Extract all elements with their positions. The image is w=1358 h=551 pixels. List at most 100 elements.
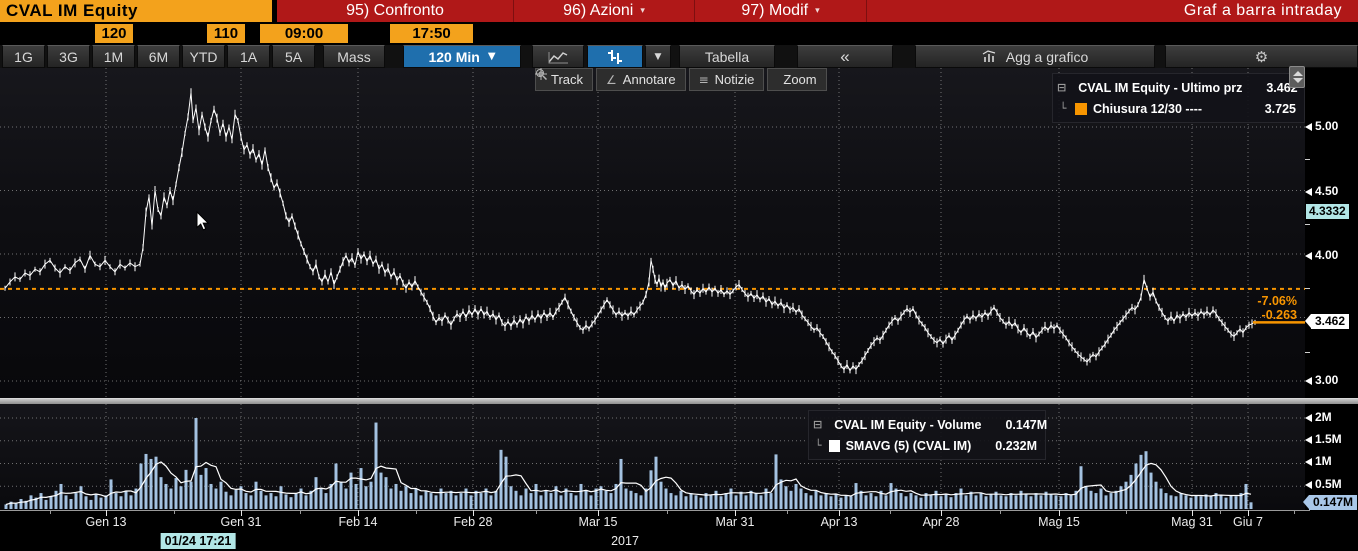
date-tick (1192, 510, 1193, 516)
price-axis-label: 5.00 (1315, 119, 1339, 133)
volume-axis-label: 1M (1315, 454, 1332, 468)
time-from-input[interactable]: 09:00 (260, 24, 348, 43)
tree-expander-icon[interactable]: ⊟ (813, 418, 823, 431)
menu-azioni[interactable]: 96) Azioni ▾ (514, 0, 695, 22)
legend-row-volume[interactable]: ⊟ CVAL IM Equity - Volume 0.147M (813, 417, 1048, 432)
price-chart (0, 68, 1305, 398)
panel-separator-handle[interactable] (0, 398, 1358, 404)
legend-row-last-price[interactable]: ⊟ CVAL IM Equity - Ultimo prz 3.462 (1057, 80, 1298, 95)
zoom-button[interactable]: Zoom (536, 68, 827, 91)
parameter-bar: Periodo 120 Intrv 110 09:00 - 17:50 Med … (0, 22, 1358, 65)
axis-scroll-widget[interactable] (1289, 66, 1305, 88)
date-tick (941, 510, 942, 516)
collapse-button[interactable]: « (797, 45, 893, 68)
date-label: Mar 31 (715, 515, 755, 529)
minor-tick (1305, 352, 1310, 353)
date-minor-tick (1126, 510, 1127, 514)
tab-mass[interactable]: Mass (323, 45, 385, 68)
date-minor-tick (300, 510, 301, 514)
date-tick (473, 510, 474, 516)
gear-icon: ⚙ (1254, 47, 1269, 66)
legend-row-close[interactable]: └ Chiusura 12/30 ---- 3.725 (1057, 98, 1296, 119)
tree-branch-icon: └ (1059, 102, 1067, 115)
axis-tick-arrow (1305, 458, 1312, 466)
security-ticker[interactable]: CVAL IM Equity (0, 0, 272, 22)
date-tick (598, 510, 599, 516)
date-label: Gen 13 (85, 515, 127, 529)
date-tick (106, 510, 107, 516)
net-change-label: -0.263 (1261, 308, 1297, 322)
price-axis-label: 4.00 (1315, 248, 1339, 262)
line-chart-button[interactable] (532, 45, 584, 68)
chevron-down-icon: ▾ (815, 6, 820, 16)
tab-5a[interactable]: 5A (272, 45, 315, 68)
menu-modif[interactable]: 97) Modif ▾ (695, 0, 867, 22)
chevron-down-icon: ▾ (640, 6, 645, 16)
tag-notch (1305, 314, 1311, 328)
volume-axis-label: 2M (1315, 410, 1332, 424)
floating-chart-toolbar: Track ∠ Annotare ≡ Notizie Zoom (535, 68, 827, 91)
track-button[interactable]: Track (535, 68, 594, 91)
date-tick (358, 510, 359, 516)
range-tab-group: 1G 3G 1M 6M YTD 1A 5A (2, 45, 315, 68)
chart-type-dropdown[interactable]: ▼ (645, 45, 671, 68)
ohlc-chart-button[interactable] (587, 45, 643, 68)
price-axis[interactable]: 5.00 4.50 4.00 3.00 4.3332 3.462 (1305, 68, 1358, 398)
price-axis-label: 3.00 (1315, 373, 1339, 387)
axis-tick-arrow (1305, 252, 1312, 260)
last-price-tag: 3.462 (1305, 314, 1350, 329)
date-minor-tick (1220, 510, 1221, 514)
date-axis[interactable]: Gen 13 Gen 31 Feb 14 Feb 28 Mar 15 Mar 31 Apr … (0, 510, 1358, 551)
date-label: Apr 28 (922, 515, 960, 529)
agg-a-grafico-button[interactable]: Agg a grafico (915, 45, 1155, 68)
annotare-button[interactable]: ∠ Annotare (596, 68, 686, 91)
annotate-angle-icon: ∠ (606, 72, 617, 87)
last-volume-tag: 0.147M (1303, 495, 1358, 510)
date-minor-tick (667, 510, 668, 514)
axis-tick-arrow (1305, 188, 1312, 196)
interval-dropdown[interactable]: 120 Min ▼ (403, 45, 521, 68)
tab-3g[interactable]: 3G (47, 45, 90, 68)
date-tick (241, 510, 242, 516)
price-chart-panel[interactable]: Track ∠ Annotare ≡ Notizie Zoom ⊟ CVAL IM … (0, 68, 1305, 398)
intrv-input[interactable]: 110 (207, 24, 245, 43)
axis-baseline (0, 510, 1310, 511)
time-to-input[interactable]: 17:50 (390, 24, 473, 43)
menu-confronto[interactable]: 95) Confronto (277, 0, 514, 22)
date-tick (1059, 510, 1060, 516)
date-tick (735, 510, 736, 516)
axis-tick-arrow (1305, 481, 1312, 489)
date-tracker-readout: 01/24 17:21 (160, 533, 236, 549)
orange-series-swatch (1075, 102, 1087, 115)
tab-1a[interactable]: 1A (227, 45, 270, 68)
year-label: 2017 (611, 534, 639, 548)
tree-branch-icon: └ (814, 439, 822, 452)
date-label: Giu 7 (1233, 515, 1263, 529)
date-minor-tick (50, 510, 51, 514)
axis-tick-arrow (1305, 377, 1312, 385)
tab-1m[interactable]: 1M (92, 45, 135, 68)
tab-6m[interactable]: 6M (137, 45, 180, 68)
date-minor-tick (174, 510, 175, 514)
date-label: Mag 15 (1038, 515, 1080, 529)
price-legend: ⊟ CVAL IM Equity - Ultimo prz 3.462 └ Ch… (1052, 73, 1305, 123)
tree-expander-icon[interactable]: ⊟ (1057, 81, 1067, 94)
scroll-up-icon[interactable] (1293, 71, 1303, 76)
settings-gear-button[interactable]: ⚙ (1165, 45, 1358, 68)
white-series-swatch (829, 439, 840, 452)
scroll-down-icon[interactable] (1293, 78, 1303, 83)
tabella-button[interactable]: Tabella (679, 45, 775, 68)
news-lines-icon: ≡ (698, 72, 709, 87)
tab-ytd[interactable]: YTD (182, 45, 225, 68)
axis-tick-arrow (1305, 123, 1312, 131)
tab-1g[interactable]: 1G (2, 45, 45, 68)
periodo-input[interactable]: 120 (95, 24, 133, 43)
volume-axis[interactable]: 2M 1.5M 1M 0.5M 0.147M (1303, 404, 1358, 510)
volume-chart-panel[interactable]: ⊟ CVAL IM Equity - Volume 0.147M └ SMAVG… (0, 404, 1305, 510)
tag-notch (1303, 495, 1309, 509)
legend-row-smavg[interactable]: └ SMAVG (5) (CVAL IM) 0.232M (814, 438, 1037, 453)
date-tick (1248, 510, 1249, 516)
volume-axis-label: 1.5M (1315, 432, 1342, 446)
date-label: Mag 31 (1171, 515, 1213, 529)
notizie-button[interactable]: ≡ Notizie (688, 68, 765, 91)
